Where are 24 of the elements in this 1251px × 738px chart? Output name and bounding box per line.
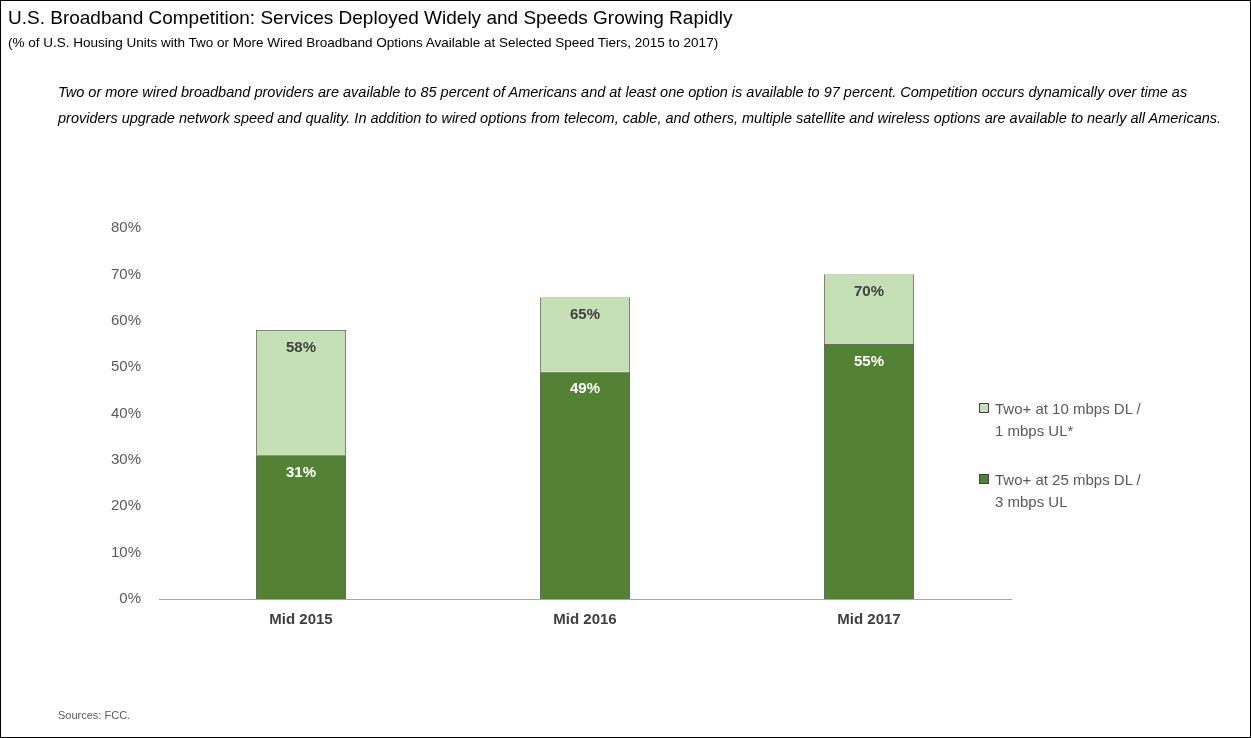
x-tick-label: Mid 2015 — [269, 610, 333, 628]
data-label: 55% — [853, 351, 885, 369]
data-label: 49% — [569, 379, 601, 397]
x-tick-label: Mid 2016 — [553, 610, 617, 628]
data-label: 31% — [285, 462, 317, 480]
y-tick-label: 10% — [110, 542, 141, 560]
y-tick-label: 20% — [110, 496, 141, 514]
total-label: 70% — [853, 282, 885, 300]
y-tick-label: 50% — [110, 357, 141, 375]
chart-subtitle: (% of U.S. Housing Units with Two or More Wired Broadband Options Available at Selected Speed Tiers, 2015 to 2017) — [8, 35, 719, 50]
y-tick-label: 70% — [110, 264, 141, 282]
y-tick-label: 40% — [110, 403, 141, 421]
chart-title: U.S. Broadband Competition: Services Deployed Widely and Speeds Growing Rapidly — [8, 7, 733, 29]
y-tick-label: 60% — [110, 310, 141, 328]
legend-label: Two+ at 10 mbps DL / 1 mbps UL* — [995, 400, 1141, 439]
y-tick-label: 0% — [119, 589, 141, 607]
y-tick-label: 30% — [110, 450, 141, 468]
legend-label: Two+ at 25 mbps DL / 3 mbps UL — [995, 471, 1141, 510]
source-note: Sources: FCC. — [58, 709, 131, 721]
y-tick-label: 80% — [110, 218, 141, 236]
x-tick-label: Mid 2017 — [837, 610, 901, 628]
total-label: 58% — [285, 337, 317, 355]
total-label: 65% — [569, 305, 601, 323]
text: Two or more wired broadband providers are available to 85 percent of Americans and at least one option is available to 97 percent. Competition occurs dynamically over time as providers upgrade network speed and quality. In addition to wired options from telecom, cable, and others, multiple satellite and wireless options are available to nearly all Americans. — [58, 83, 1223, 128]
